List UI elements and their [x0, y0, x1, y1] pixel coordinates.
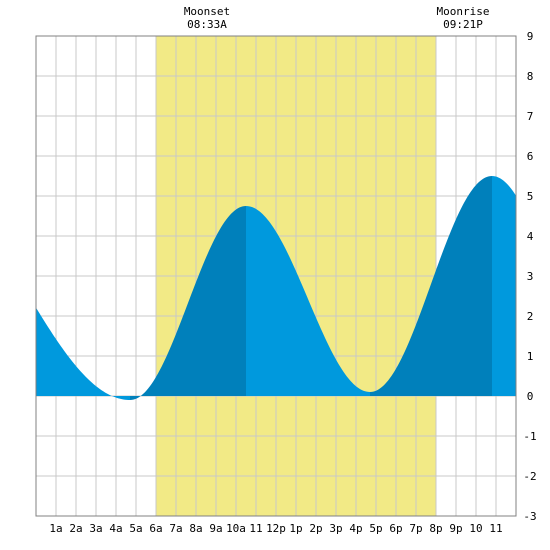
tide-area-rising — [130, 206, 246, 400]
x-tick-label: 2p — [309, 522, 322, 535]
y-tick-label: 6 — [527, 150, 534, 163]
moonrise-label: Moonrise — [437, 5, 490, 18]
tide-area-rising — [370, 176, 492, 396]
y-tick-label: -1 — [523, 430, 536, 443]
x-tick-label: 10 — [469, 522, 482, 535]
x-tick-label: 6p — [389, 522, 402, 535]
x-tick-label: 1p — [289, 522, 302, 535]
y-tick-label: -3 — [523, 510, 536, 523]
tide-area-falling — [246, 206, 370, 396]
x-tick-label: 11 — [249, 522, 262, 535]
y-tick-label: 5 — [527, 190, 534, 203]
x-tick-label: 3p — [329, 522, 342, 535]
x-tick-label: 3a — [89, 522, 102, 535]
y-tick-label: -2 — [523, 470, 536, 483]
tide-area-falling — [36, 307, 130, 400]
x-tick-label: 8p — [429, 522, 442, 535]
x-tick-label: 7a — [169, 522, 182, 535]
x-tick-label: 4p — [349, 522, 362, 535]
y-tick-label: 9 — [527, 30, 534, 43]
y-tick-label: 2 — [527, 310, 534, 323]
x-tick-label: 12p — [266, 522, 286, 535]
plot-frame — [35, 35, 517, 517]
moonset-label: Moonset — [184, 5, 230, 18]
x-tick-label: 5p — [369, 522, 382, 535]
x-tick-label: 8a — [189, 522, 202, 535]
y-tick-label: 0 — [527, 390, 534, 403]
x-tick-label: 2a — [69, 522, 82, 535]
x-tick-label: 5a — [129, 522, 142, 535]
x-tick-label: 4a — [109, 522, 122, 535]
y-tick-label: 1 — [527, 350, 534, 363]
x-tick-label: 7p — [409, 522, 422, 535]
x-tick-label: 9a — [209, 522, 222, 535]
x-tick-label: 10a — [226, 522, 246, 535]
x-tick-label: 6a — [149, 522, 162, 535]
moonset-time: 08:33A — [187, 18, 227, 31]
y-tick-label: 7 — [527, 110, 534, 123]
y-tick-label: 8 — [527, 70, 534, 83]
moonrise-time: 09:21P — [443, 18, 483, 31]
y-tick-label: 4 — [527, 230, 534, 243]
x-tick-label: 9p — [449, 522, 462, 535]
y-tick-label: 3 — [527, 270, 534, 283]
x-tick-label: 11 — [489, 522, 502, 535]
x-tick-label: 1a — [49, 522, 62, 535]
tide-area-falling — [492, 176, 516, 396]
